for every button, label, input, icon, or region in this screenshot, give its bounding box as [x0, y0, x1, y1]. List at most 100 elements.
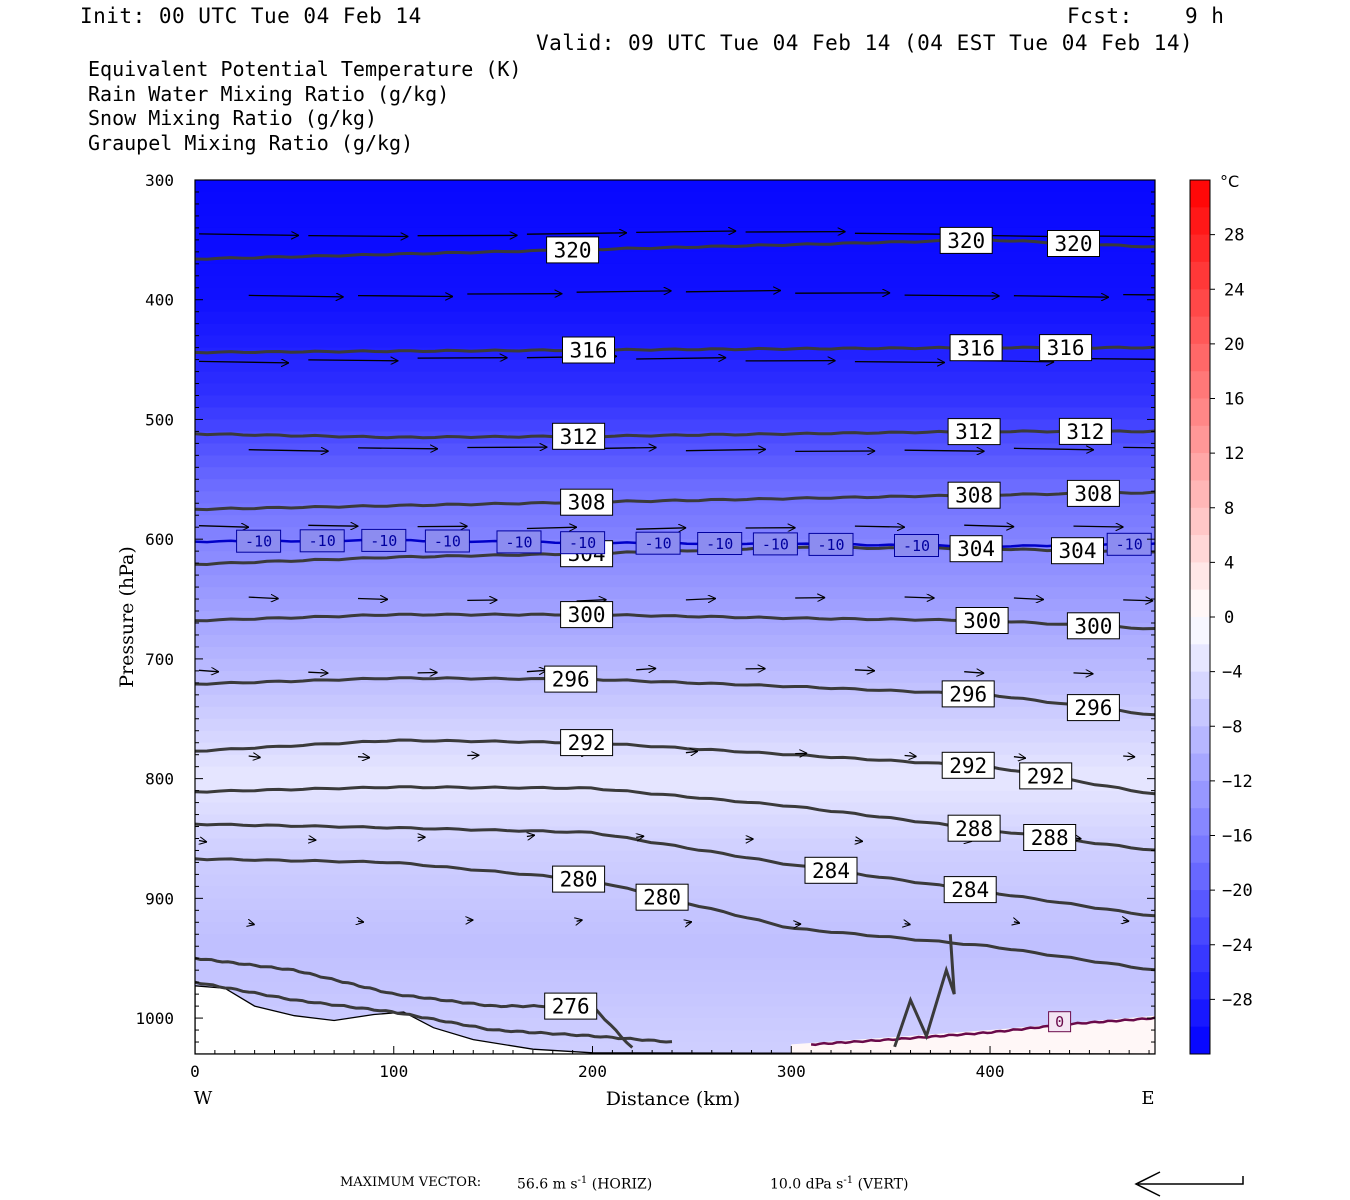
- temperature-band: [195, 682, 1155, 696]
- wind-vector: [198, 234, 299, 236]
- colorbar-segment: [1190, 972, 1210, 1000]
- theta-e-label-292-box: [560, 729, 614, 757]
- temperature-band: [195, 946, 1155, 959]
- wind-vector: [1013, 598, 1044, 600]
- colorbar-segment: [1190, 671, 1210, 700]
- wind-vector: [308, 236, 408, 237]
- wind-vector: [636, 836, 644, 837]
- wind-vector: [1123, 600, 1153, 601]
- wind-vector: [1073, 673, 1094, 674]
- theta-e-label-276: 276: [552, 995, 590, 1019]
- theta-e-label-292-box: [1019, 762, 1073, 790]
- isotherm-minus10-label-box: [635, 531, 681, 555]
- theta-e-label-304-box: [1051, 537, 1104, 565]
- wind-vector: [636, 528, 686, 529]
- temperature-band: [195, 802, 1155, 816]
- y-axis-title: Pressure (hPa): [116, 546, 138, 688]
- theta-e-label-316-box: [1039, 334, 1093, 362]
- wind-vector: [1123, 446, 1155, 449]
- isotherm-minus10-label: -10: [762, 535, 789, 553]
- colorbar-segment: [1190, 507, 1210, 536]
- colorbar-segment: [1190, 207, 1210, 236]
- x-axis-east-label: E: [1141, 1088, 1154, 1109]
- wind-vectors: [198, 231, 1155, 925]
- theta-e-label-308-box: [1066, 479, 1120, 507]
- wind-vector: [636, 231, 736, 232]
- wind-vector: [685, 751, 698, 752]
- wind-vector: [527, 835, 535, 836]
- colorbar-segment: [1190, 425, 1210, 454]
- wind-vector: [357, 757, 370, 758]
- colorbar-unit: °C: [1220, 172, 1239, 191]
- theta-e-label-308-box: [947, 481, 1001, 509]
- theta-e-label-292: 292: [568, 731, 606, 755]
- temperature-band: [195, 467, 1155, 480]
- wind-vector: [248, 597, 279, 599]
- isotherm-minus10-label-box: [808, 532, 854, 556]
- plot-frame: [194, 179, 1156, 1055]
- colorbar-tick-label: 20: [1224, 335, 1244, 355]
- temperature-band: [195, 251, 1155, 265]
- isotherm-minus10-label-box: [236, 529, 282, 553]
- isotherm-minus10-label-box: [894, 534, 939, 557]
- theta-e-label-296: 296: [552, 668, 590, 692]
- temperature-band: [195, 479, 1155, 492]
- contour-labels: 320 320 320 316 316 316 312 312 312 308 308 308 304 3…: [236, 226, 1152, 1033]
- theta-e-label-284-box: [943, 876, 997, 904]
- colorbar-segment: [1190, 1026, 1210, 1055]
- temperature-band: [195, 850, 1155, 864]
- terrain-fill: [195, 985, 1155, 1054]
- y-tick-label: 600: [145, 530, 174, 549]
- isotherm-minus10-label-box: [560, 531, 606, 555]
- wind-vector: [1123, 756, 1135, 757]
- temperature-band: [195, 323, 1155, 337]
- wind-vector: [855, 841, 863, 842]
- temperature-band: [195, 395, 1155, 409]
- forecast-hour-label: Fcst:: [1067, 4, 1133, 28]
- wind-vector: [904, 295, 1000, 296]
- y-tick-label: 400: [145, 291, 174, 310]
- wind-vector: [854, 233, 955, 234]
- temperature-band: [195, 910, 1155, 923]
- theta-e-label-316: 316: [1047, 336, 1085, 360]
- x-tick-label: 200: [578, 1062, 607, 1081]
- theta-e-label-284: 284: [951, 878, 989, 902]
- theta-e-label-312-box: [1058, 417, 1112, 445]
- temperature-band: [195, 515, 1155, 528]
- init-time: Init: 00 UTC Tue 04 Feb 14: [80, 4, 422, 28]
- y-tick-label: 900: [145, 889, 174, 908]
- theta-e-label-312: 312: [560, 425, 598, 449]
- isotherm-minus10-label: -10: [370, 532, 397, 550]
- x-axis-west-label: W: [194, 1088, 213, 1109]
- temperature-band: [195, 275, 1155, 289]
- temperature-band: [195, 443, 1155, 456]
- theta-e-label-308: 308: [955, 484, 993, 508]
- colorbar-segment: [1190, 453, 1210, 481]
- wind-vector: [526, 233, 627, 234]
- temperature-band: [195, 455, 1155, 468]
- theta-e-label-316: 316: [957, 336, 995, 360]
- isotherm-minus10-label: -10: [817, 536, 844, 554]
- theta-e-label-312: 312: [1066, 420, 1104, 444]
- colorbar-tick-label: 12: [1224, 444, 1244, 464]
- colorbar-segment: [1190, 398, 1210, 427]
- temperature-band: [195, 694, 1155, 708]
- wind-vector: [526, 527, 577, 528]
- wind-vector: [964, 672, 984, 674]
- isotherm-minus10-label-box: [697, 532, 743, 555]
- colorbar-segment: [1190, 480, 1210, 509]
- valid-time: Valid: 09 UTC Tue 04 Feb 14 (04 EST Tue …: [536, 31, 1194, 55]
- theta-e-label-316-box: [949, 334, 1003, 362]
- colorbar-segment: [1190, 343, 1210, 372]
- theta-e-label-288-box: [1023, 824, 1077, 851]
- y-tick-label: 500: [145, 410, 174, 429]
- theta-e-contour-292: [195, 738, 1155, 796]
- wind-vector: [904, 756, 917, 757]
- temperature-band: [195, 635, 1155, 648]
- temperature-band: [195, 862, 1155, 875]
- colorbar-segment: [1190, 917, 1210, 946]
- theta-e-label-288-box: [947, 814, 1001, 842]
- isotherm-0-line: [810, 1016, 1155, 1047]
- theta-e-label-280: 280: [643, 886, 681, 910]
